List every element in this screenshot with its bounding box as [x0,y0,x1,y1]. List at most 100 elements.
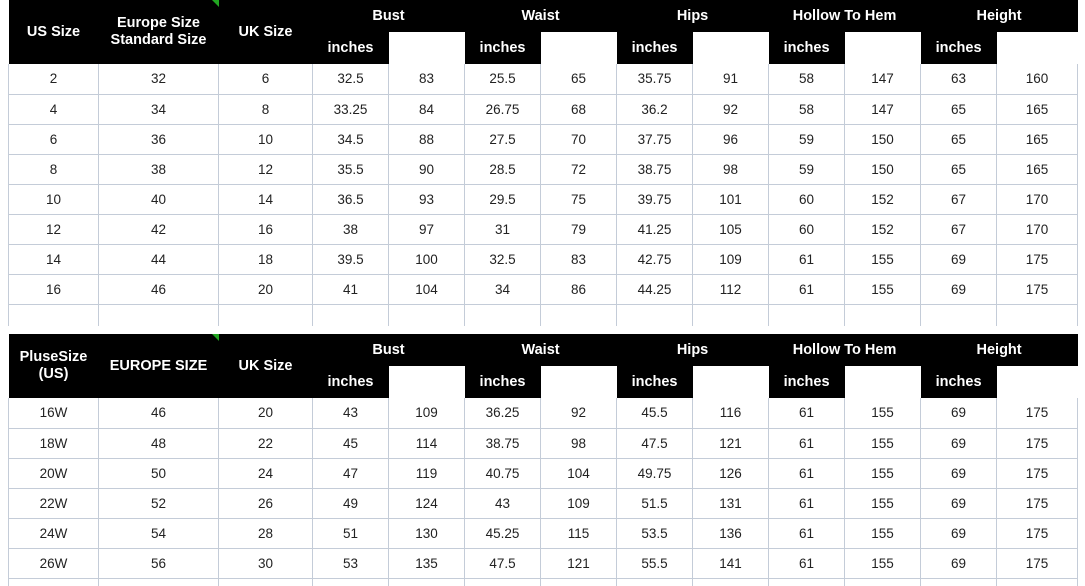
table-row: 6 36 10 34.5 88 27.5 70 37.75 96 59 150 65 165 [8,124,1079,155]
cell-hips-inches: 55.5 [616,548,693,579]
empty-cell [844,304,922,326]
empty-cell [920,578,997,586]
cell-height-cm: 175 [996,548,1079,579]
cell-hips-cm: 136 [692,518,770,549]
header-unit-height-cm-plus: CM [996,366,1078,398]
cell-hips-inches: 49.75 [616,458,693,489]
cell-us-size: 24W [8,518,99,549]
empty-row [8,578,1079,586]
header-plus-size-label: PluseSize [19,349,88,366]
cell-height-inches: 69 [920,244,997,275]
cell-uk-size: 28 [218,518,313,549]
cell-uk-size: 6 [218,64,313,95]
cell-uk-size: 22 [218,428,313,459]
cell-hollow-to-hem-inches: 61 [768,458,845,489]
cell-hips-inches: 42.75 [616,244,693,275]
cell-europe-size: 46 [98,274,219,305]
header-unit-hollow-inches-plus: inches [768,366,845,398]
cell-us-size: 4 [8,94,99,125]
empty-row [8,304,1079,326]
cell-bust-inches: 53 [312,548,389,579]
cell-hips-inches: 51.5 [616,488,693,519]
cell-bust-cm: 119 [387,458,466,489]
cell-bust-inches: 51 [312,518,389,549]
header-unit-height-cm: CM [996,32,1078,64]
cell-hollow-to-hem-inches: 61 [768,398,845,429]
cell-bust-cm: 88 [387,124,466,155]
cell-height-cm: 175 [996,428,1079,459]
cell-waist-cm: 98 [540,428,618,459]
cell-hips-cm: 131 [692,488,770,519]
cell-uk-size: 24 [218,458,313,489]
cell-waist-cm: 92 [540,398,618,429]
cell-hollow-to-hem-cm: 147 [844,94,922,125]
cell-height-inches: 63 [920,64,997,95]
cell-europe-size: 40 [98,184,219,215]
header-group-hips: Hips [616,0,769,32]
cell-waist-inches: 34 [464,274,541,305]
header-uk-size-label: UK Size [238,23,293,40]
cell-hips-cm: 98 [692,154,770,185]
cell-waist-inches: 36.25 [464,398,541,429]
table-separator [0,326,1085,334]
empty-cell [218,304,313,326]
cell-waist-inches: 47.5 [464,548,541,579]
cell-bust-inches: 49 [312,488,389,519]
cell-waist-cm: 68 [540,94,618,125]
empty-cell [844,578,922,586]
empty-cell [692,578,770,586]
cell-us-size: 12 [8,214,99,245]
cell-hollow-to-hem-inches: 61 [768,488,845,519]
table-row: 20W 50 24 47 119 40.75 104 49.75 126 61 155 69 175 [8,458,1079,489]
cell-height-cm: 175 [996,244,1079,275]
cell-us-size: 10 [8,184,99,215]
header-unit-waist-cm-plus: CM [540,366,617,398]
cell-waist-inches: 27.5 [464,124,541,155]
header-group-waist: Waist [464,0,617,32]
cell-uk-size: 12 [218,154,313,185]
empty-cell [98,304,219,326]
cell-hollow-to-hem-inches: 59 [768,124,845,155]
cell-europe-size: 56 [98,548,219,579]
header-unit-hips-cm: CM [692,32,769,64]
empty-cell [387,578,466,586]
cell-waist-cm: 65 [540,64,618,95]
header-unit-bust-inches-plus: inches [312,366,389,398]
empty-cell [312,304,389,326]
header-group-bust-label: Bust [372,7,405,24]
header-group-hips-plus: Hips [616,334,769,366]
cell-hollow-to-hem-cm: 155 [844,428,922,459]
cell-waist-cm: 70 [540,124,618,155]
cell-height-cm: 175 [996,488,1079,519]
header-group-bust-plus: Bust [312,334,465,366]
cell-europe-size: 32 [98,64,219,95]
cell-waist-inches: 28.5 [464,154,541,185]
standard-table-body: 2 32 6 32.5 83 25.5 65 35.75 91 58 147 63 160 4 34 8 33.… [8,64,1079,326]
cell-height-inches: 69 [920,548,997,579]
header-group-waist-plus: Waist [464,334,617,366]
table-row: 26W 56 30 53 135 47.5 121 55.5 141 61 155 69 175 [8,548,1079,579]
cell-waist-cm: 79 [540,214,618,245]
header-us-size: US Size [8,0,99,64]
cell-hollow-to-hem-cm: 150 [844,124,922,155]
header-unit-height-inches-plus: inches [920,366,997,398]
cell-europe-size: 44 [98,244,219,275]
cell-hollow-to-hem-cm: 155 [844,488,922,519]
empty-cell [464,578,541,586]
header-group-height: Height [920,0,1078,32]
cell-bust-inches: 41 [312,274,389,305]
cell-us-size: 8 [8,154,99,185]
cell-hips-cm: 126 [692,458,770,489]
cell-waist-cm: 75 [540,184,618,215]
cell-bust-cm: 124 [387,488,466,519]
cell-bust-inches: 35.5 [312,154,389,185]
cell-hips-inches: 44.25 [616,274,693,305]
header-unit-bust-inches: inches [312,32,389,64]
cell-hollow-to-hem-cm: 150 [844,154,922,185]
header-plus-size-sub-label: (US) [38,366,69,382]
table-row: 16 46 20 41 104 34 86 44.25 112 61 155 69 175 [8,274,1079,305]
cell-hollow-to-hem-inches: 59 [768,154,845,185]
empty-cell [540,578,618,586]
cell-us-size: 22W [8,488,99,519]
